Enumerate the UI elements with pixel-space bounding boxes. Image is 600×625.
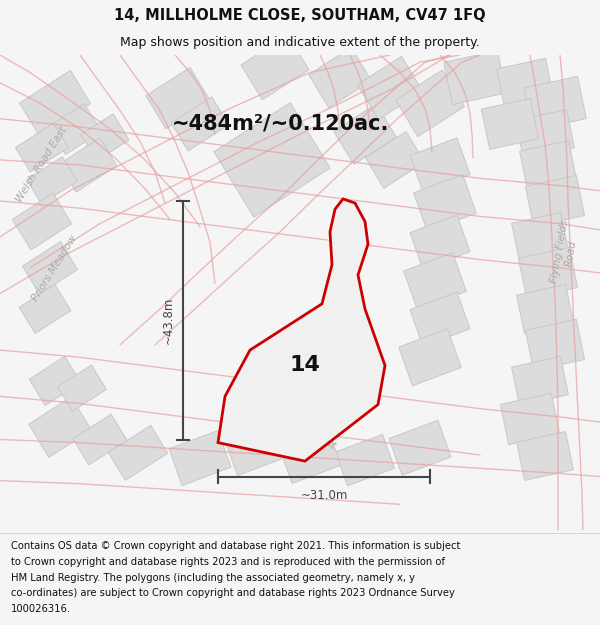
Text: HM Land Registry. The polygons (including the associated geometry, namely x, y: HM Land Registry. The polygons (includin…: [11, 572, 415, 582]
Polygon shape: [389, 420, 451, 475]
Polygon shape: [517, 284, 574, 333]
Polygon shape: [171, 97, 229, 151]
Polygon shape: [29, 356, 81, 406]
Polygon shape: [365, 131, 425, 188]
Text: Welsh Road East: Welsh Road East: [253, 393, 337, 451]
Text: ~484m²/~0.120ac.: ~484m²/~0.120ac.: [172, 114, 389, 134]
Text: Welsh Road East: Welsh Road East: [15, 126, 69, 204]
Text: ~31.0m: ~31.0m: [301, 489, 347, 501]
Polygon shape: [404, 253, 466, 309]
Polygon shape: [58, 365, 106, 411]
Polygon shape: [19, 284, 71, 334]
Polygon shape: [358, 56, 422, 119]
Polygon shape: [410, 138, 470, 192]
Text: Flying Fields
Road: Flying Fields Road: [549, 219, 581, 286]
Polygon shape: [22, 242, 77, 294]
Text: Priors Meadow: Priors Meadow: [31, 233, 79, 302]
Polygon shape: [109, 426, 167, 481]
Polygon shape: [73, 414, 127, 465]
Polygon shape: [395, 70, 464, 137]
Polygon shape: [169, 431, 231, 486]
Polygon shape: [526, 319, 584, 371]
Text: co-ordinates) are subject to Crown copyright and database rights 2023 Ordnance S: co-ordinates) are subject to Crown copyr…: [11, 588, 455, 598]
Polygon shape: [517, 431, 574, 481]
Polygon shape: [218, 199, 385, 461]
Polygon shape: [146, 68, 210, 129]
Polygon shape: [520, 141, 577, 189]
Text: Map shows position and indicative extent of the property.: Map shows position and indicative extent…: [120, 36, 480, 49]
Text: 14, MILLHOLME CLOSE, SOUTHAM, CV47 1FQ: 14, MILLHOLME CLOSE, SOUTHAM, CV47 1FQ: [114, 8, 486, 23]
Text: 100026316.: 100026316.: [11, 604, 71, 614]
Polygon shape: [444, 51, 506, 104]
Polygon shape: [81, 114, 129, 161]
Polygon shape: [16, 123, 68, 172]
Text: ~43.8m: ~43.8m: [161, 297, 175, 344]
Polygon shape: [334, 104, 396, 164]
Polygon shape: [19, 71, 91, 136]
Polygon shape: [29, 397, 91, 458]
Polygon shape: [500, 393, 560, 444]
Polygon shape: [241, 35, 309, 100]
Polygon shape: [214, 102, 330, 217]
Polygon shape: [512, 356, 568, 406]
Text: 14: 14: [290, 356, 320, 376]
Polygon shape: [309, 48, 371, 108]
Polygon shape: [335, 434, 394, 486]
Polygon shape: [279, 429, 341, 484]
Polygon shape: [399, 329, 461, 386]
Polygon shape: [515, 109, 574, 159]
Polygon shape: [497, 58, 553, 108]
Polygon shape: [13, 193, 71, 250]
Text: Contains OS data © Crown copyright and database right 2021. This information is : Contains OS data © Crown copyright and d…: [11, 541, 460, 551]
Polygon shape: [518, 248, 578, 299]
Polygon shape: [49, 104, 101, 154]
Polygon shape: [59, 138, 117, 192]
Polygon shape: [526, 176, 584, 227]
Polygon shape: [414, 174, 476, 231]
Text: to Crown copyright and database rights 2023 and is reproduced with the permissio: to Crown copyright and database rights 2…: [11, 557, 445, 567]
Polygon shape: [27, 157, 77, 204]
Polygon shape: [481, 98, 539, 149]
Polygon shape: [512, 213, 568, 261]
Polygon shape: [226, 424, 284, 476]
Polygon shape: [410, 292, 470, 346]
Polygon shape: [410, 215, 470, 269]
Polygon shape: [524, 76, 586, 131]
